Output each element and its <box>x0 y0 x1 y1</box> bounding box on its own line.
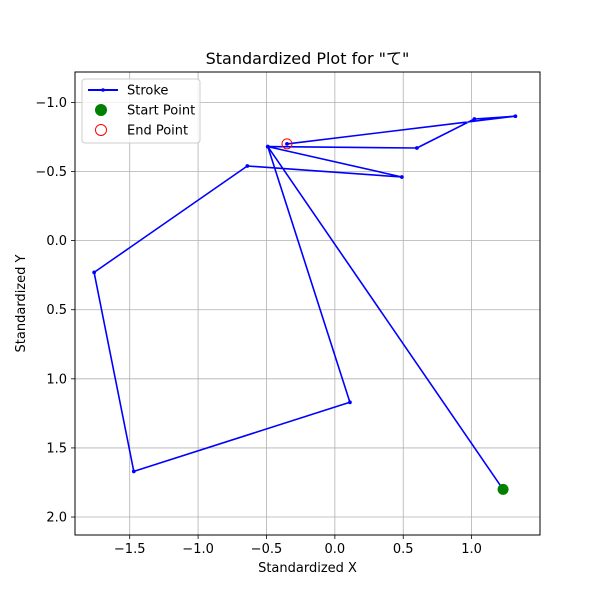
stroke-point <box>131 469 136 474</box>
chart-title: Standardized Plot for "て" <box>206 49 410 68</box>
stroke-point <box>399 175 404 179</box>
y-axis-label: Standardized Y <box>14 254 29 352</box>
legend-stroke-label: Stroke <box>127 84 168 99</box>
stroke-point <box>415 146 419 150</box>
stroke-point <box>513 114 518 119</box>
legend-end-label: End Point <box>127 124 188 139</box>
x-tick-label: 1.0 <box>461 542 482 557</box>
x-tick-label: 0.0 <box>325 542 346 557</box>
legend-start-marker <box>95 104 107 116</box>
end-point-marker <box>281 138 293 150</box>
y-tick-label: 1.5 <box>46 441 67 456</box>
stroke-point <box>472 117 477 121</box>
legend-stroke-marker <box>101 88 105 92</box>
y-tick-label: 0.5 <box>46 303 67 318</box>
stroke-point <box>265 144 270 149</box>
x-tick-label: −1.5 <box>114 542 146 557</box>
legend-end-marker <box>95 124 107 136</box>
y-tick-label: 0.0 <box>46 234 67 249</box>
legend: Stroke Start Point End Point <box>81 78 201 144</box>
x-tick-label: −1.0 <box>182 542 214 557</box>
start-point-marker <box>497 483 509 495</box>
x-tick-label: −0.5 <box>251 542 283 557</box>
stroke-point <box>285 141 289 146</box>
stroke-line <box>93 115 517 490</box>
grid <box>75 72 540 535</box>
y-tick-label: 2.0 <box>46 511 67 526</box>
y-tick-label: −1.0 <box>35 96 67 111</box>
plot-data <box>92 114 518 495</box>
x-tick-label: 0.5 <box>393 542 414 557</box>
y-tick-label: 1.0 <box>46 372 67 387</box>
stroke-point <box>245 164 250 168</box>
ticks: −1.5 −1.0 −0.5 0.0 0.5 1.0 −1.0 −0.5 0.0 0.5 1.0 1.… <box>35 96 482 557</box>
legend-box <box>81 78 201 144</box>
y-tick-label: −0.5 <box>35 165 67 180</box>
plot-frame <box>74 71 541 536</box>
x-axis-label: Standardized X <box>258 561 357 576</box>
legend-start-label: Start Point <box>127 104 195 119</box>
stroke-point <box>347 400 352 405</box>
stroke-point <box>92 270 97 275</box>
